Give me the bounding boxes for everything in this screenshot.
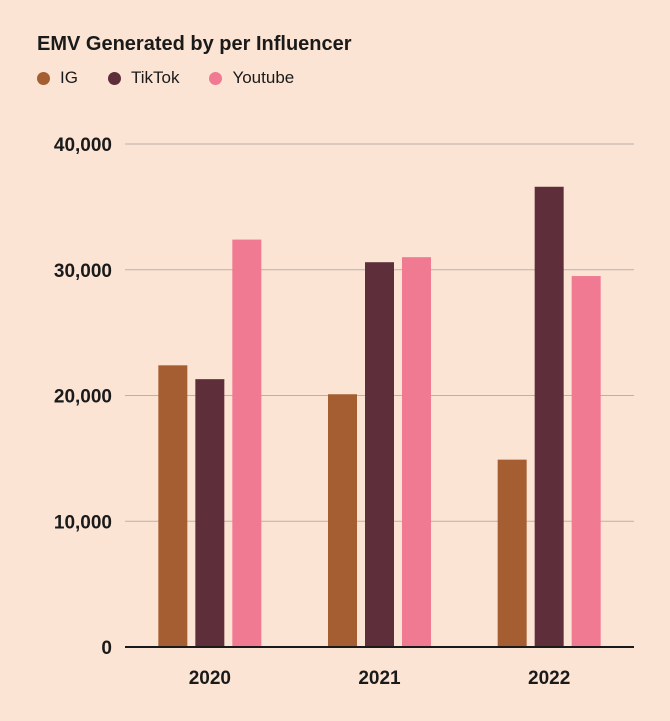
bar-tiktok-2020 bbox=[195, 379, 225, 647]
legend-label-tiktok: TikTok bbox=[130, 68, 180, 87]
y-axis-tick-labels: 0 10,000 20,000 30,000 40,000 bbox=[54, 135, 112, 659]
bar-ig-2021 bbox=[328, 394, 357, 647]
bar-tiktok-2022 bbox=[534, 186, 564, 647]
x-tick-label: 2020 bbox=[189, 668, 231, 689]
legend-item-youtube: Youtube bbox=[209, 68, 294, 88]
bar-tiktok-2021 bbox=[365, 262, 394, 647]
y-tick-label: 30,000 bbox=[54, 261, 112, 282]
y-tick-label: 20,000 bbox=[54, 387, 112, 408]
legend-item-tiktok: TikTok bbox=[107, 68, 180, 88]
chart-title: EMV Generated by per Influencer bbox=[37, 33, 352, 55]
bars bbox=[158, 186, 601, 647]
legend-marker-ig bbox=[37, 71, 50, 85]
legend-label-youtube: Youtube bbox=[232, 68, 295, 87]
bar-ig-2022 bbox=[497, 459, 527, 647]
y-tick-label: 10,000 bbox=[54, 512, 112, 533]
legend-marker-tiktok bbox=[107, 71, 121, 85]
y-tick-label: 0 bbox=[101, 638, 112, 659]
bar-youtube-2020 bbox=[232, 239, 262, 647]
x-tick-label: 2022 bbox=[528, 668, 570, 689]
legend-label-ig: IG bbox=[60, 68, 78, 87]
x-axis-tick-labels: 2020 2021 2022 bbox=[189, 668, 571, 689]
chart-legend: IG TikTok Youtube bbox=[37, 68, 324, 88]
x-tick-label: 2021 bbox=[358, 668, 401, 689]
legend-item-ig: IG bbox=[37, 68, 78, 88]
bar-youtube-2021 bbox=[402, 257, 431, 647]
y-tick-label: 40,000 bbox=[54, 135, 112, 156]
legend-marker-youtube bbox=[209, 71, 223, 85]
bar-ig-2020 bbox=[158, 365, 188, 647]
bar-youtube-2022 bbox=[571, 276, 601, 647]
